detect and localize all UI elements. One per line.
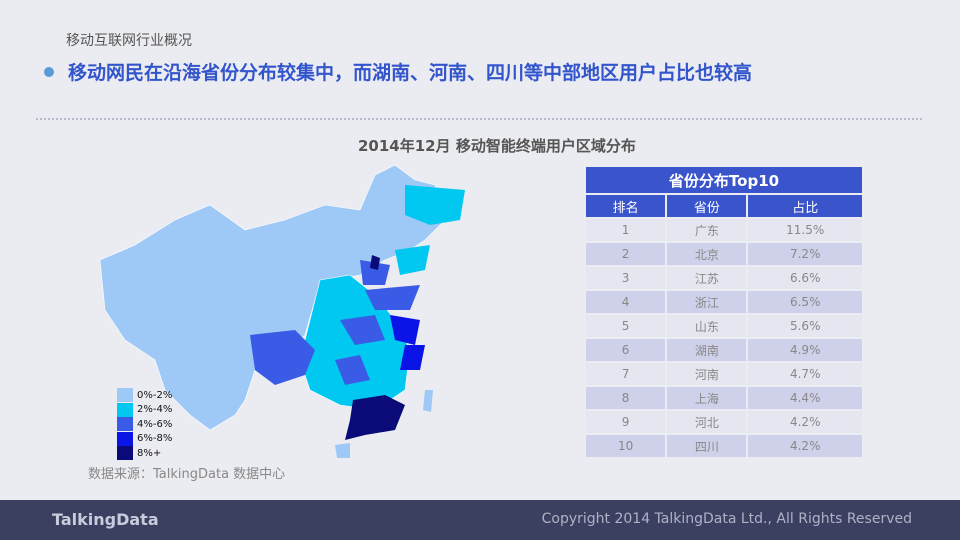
table-row: 10 四川 4.2% — [586, 435, 862, 457]
headline-text: 移动网民在沿海省份分布较集中，而湖南、河南、四川等中部地区用户占比也较高 — [68, 62, 753, 84]
table-cell: 3 — [586, 267, 666, 289]
region-high — [340, 315, 385, 345]
region-mid — [395, 245, 430, 275]
table-row: 7 河南 4.7% — [586, 363, 862, 385]
chart-title: 2014年12月 移动智能终端用户区域分布 — [358, 137, 636, 155]
table-row: 6 湖南 4.9% — [586, 339, 862, 361]
legend-item: 8%+ — [117, 446, 172, 461]
table-cell: 7 — [586, 363, 666, 385]
region-8plus — [345, 395, 405, 440]
table-cell: 1 — [586, 219, 666, 241]
footer: TalkingData Copyright 2014 TalkingData L… — [0, 500, 960, 540]
table-cell: 北京 — [667, 243, 747, 265]
table-cell: 4.2% — [748, 435, 862, 457]
bullet-icon — [44, 66, 54, 77]
table-cell: 四川 — [667, 435, 747, 457]
table-cell: 4.9% — [748, 339, 862, 361]
table-cell: 上海 — [667, 387, 747, 409]
table-cell: 4.7% — [748, 363, 862, 385]
table-row: 8 上海 4.4% — [586, 387, 862, 409]
map-legend: 0%-2% 2%-4% 4%-6% 6%-8% 8%+ — [117, 388, 172, 461]
region-island — [335, 443, 350, 458]
table-cell: 5.6% — [748, 315, 862, 337]
data-source: 数据来源：TalkingData 数据中心 — [88, 467, 286, 482]
table-cell: 湖南 — [667, 339, 747, 361]
table-cell: 4.2% — [748, 411, 862, 433]
table-cell: 7.2% — [748, 243, 862, 265]
region-island — [423, 390, 433, 412]
col-rank: 排名 — [586, 195, 666, 217]
top10-table: 省份分布Top10 排名 省份 占比 1 广东 11.5% 2 北京 7.2% 3 江苏 6.6% 4… — [584, 165, 864, 459]
region-mid — [405, 185, 465, 225]
table-cell: 河北 — [667, 411, 747, 433]
legend-item: 2%-4% — [117, 402, 172, 418]
table-cell: 4 — [586, 291, 666, 313]
region-8plus — [370, 255, 380, 270]
region-high — [365, 285, 420, 310]
table-cell: 广东 — [667, 219, 747, 241]
region-high — [250, 330, 315, 385]
table-cell: 山东 — [667, 315, 747, 337]
china-map — [99, 164, 465, 458]
table-title: 省份分布Top10 — [586, 167, 862, 193]
table-cell: 6.5% — [748, 291, 862, 313]
col-share: 占比 — [748, 195, 862, 217]
region-6-8 — [400, 345, 425, 370]
legend-item: 4%-6% — [117, 417, 172, 432]
table-cell: 2 — [586, 243, 666, 265]
region-6-8 — [390, 315, 420, 345]
divider — [36, 118, 922, 120]
table-cell: 浙江 — [667, 291, 747, 313]
table-cell: 10 — [586, 435, 666, 457]
table-cell: 6.6% — [748, 267, 862, 289]
table-cell: 江苏 — [667, 267, 747, 289]
copyright: Copyright 2014 TalkingData Ltd., All Rig… — [541, 511, 912, 527]
table-cell: 5 — [586, 315, 666, 337]
table-row: 3 江苏 6.6% — [586, 267, 862, 289]
table-cell: 6 — [586, 339, 666, 361]
table-row: 4 浙江 6.5% — [586, 291, 862, 313]
legend-item: 0%-2% — [117, 388, 172, 403]
region-low — [99, 164, 446, 431]
table-row: 9 河北 4.2% — [586, 411, 862, 433]
region-high — [360, 260, 390, 285]
talkingdata-logo: TalkingData — [52, 510, 159, 529]
breadcrumb: 移动互联网行业概况 — [66, 33, 192, 49]
table-cell: 11.5% — [748, 219, 862, 241]
headline: 移动网民在沿海省份分布较集中，而湖南、河南、四川等中部地区用户占比也较高 — [44, 58, 752, 85]
table-row: 2 北京 7.2% — [586, 243, 862, 265]
table-cell: 8 — [586, 387, 666, 409]
table-cell: 4.4% — [748, 387, 862, 409]
col-province: 省份 — [667, 195, 747, 217]
table-cell: 河南 — [667, 363, 747, 385]
region-high — [335, 355, 370, 385]
legend-item: 6%-8% — [117, 431, 172, 447]
table-row: 5 山东 5.6% — [586, 315, 862, 337]
table-row: 1 广东 11.5% — [586, 219, 862, 241]
table-cell: 9 — [586, 411, 666, 433]
